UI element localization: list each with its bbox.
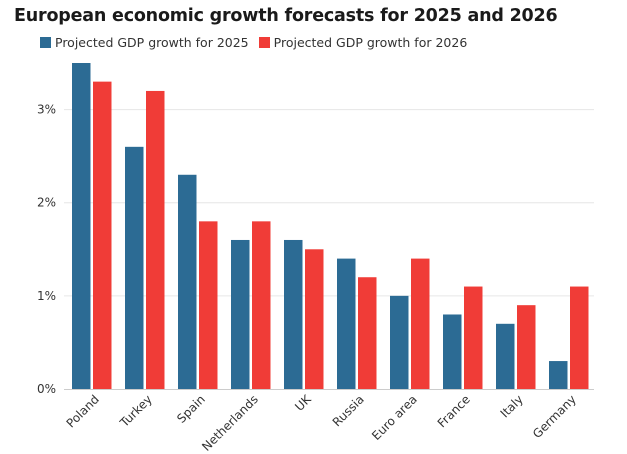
legend-label-2026: Projected GDP growth for 2026 bbox=[273, 35, 468, 50]
bar-2025 bbox=[125, 146, 144, 389]
bar-2026 bbox=[305, 249, 324, 389]
x-tick-label: Euro area bbox=[369, 392, 420, 443]
y-tick-label: 3% bbox=[37, 103, 56, 117]
legend-item-2026: Projected GDP growth for 2026 bbox=[258, 35, 468, 50]
y-tick-label: 2% bbox=[37, 196, 56, 210]
bar-2025 bbox=[284, 239, 303, 389]
x-tick-label: Turkey bbox=[117, 392, 155, 430]
legend-item-2025: Projected GDP growth for 2025 bbox=[40, 35, 249, 50]
chart-legend: Projected GDP growth for 2025 Projected … bbox=[40, 35, 477, 50]
x-tick-label: Spain bbox=[174, 392, 208, 426]
bar-2025 bbox=[178, 174, 197, 389]
bar-2026 bbox=[464, 286, 483, 389]
bar-2026 bbox=[358, 277, 377, 389]
bar-2026 bbox=[411, 258, 430, 389]
bar-2025 bbox=[549, 361, 568, 389]
bar-2025 bbox=[390, 295, 409, 389]
bar-2025 bbox=[231, 239, 250, 389]
y-tick-label: 1% bbox=[37, 289, 56, 303]
bar-2025 bbox=[72, 63, 91, 389]
y-tick-label: 0% bbox=[37, 382, 56, 396]
bar-2025 bbox=[496, 323, 515, 389]
bar-2026 bbox=[252, 221, 271, 389]
legend-label-2025: Projected GDP growth for 2025 bbox=[55, 35, 249, 50]
legend-swatch-2026 bbox=[258, 37, 270, 48]
bar-2026 bbox=[146, 90, 165, 389]
x-tick-label: Netherlands bbox=[199, 392, 261, 454]
bar-2025 bbox=[337, 258, 356, 389]
bar-2025 bbox=[443, 314, 462, 389]
x-tick-label: Italy bbox=[498, 392, 526, 420]
x-tick-label: UK bbox=[292, 391, 314, 413]
x-tick-label: France bbox=[435, 392, 473, 430]
legend-swatch-2025 bbox=[40, 37, 51, 48]
bar-2026 bbox=[199, 221, 218, 389]
bar-2026 bbox=[517, 305, 536, 389]
bar-2026 bbox=[570, 286, 589, 389]
bar-2026 bbox=[93, 81, 112, 389]
chart-title: European economic growth forecasts for 2… bbox=[14, 6, 558, 26]
x-tick-label: Russia bbox=[330, 392, 367, 429]
x-tick-label: Germany bbox=[530, 392, 579, 441]
x-tick-label: Poland bbox=[64, 392, 102, 430]
